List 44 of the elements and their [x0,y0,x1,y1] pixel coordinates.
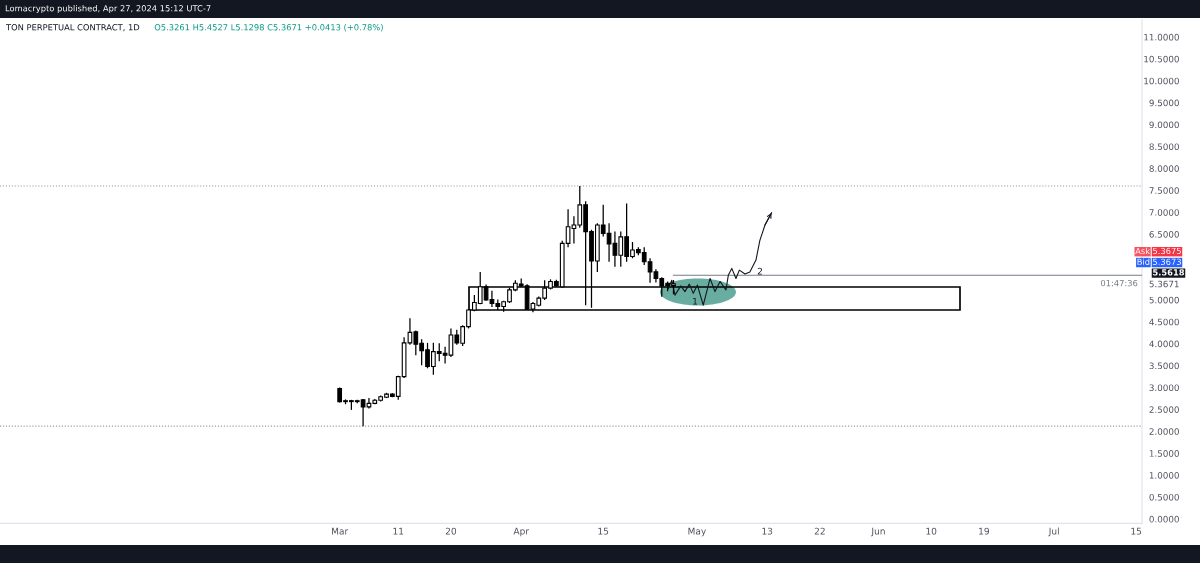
x-tick-label: 11 [393,527,404,535]
annotation: 01:47:36 [1100,279,1138,287]
y-tick-label: 6.5000 [1149,231,1179,238]
x-tick-label: Apr [513,527,530,537]
x-tick-label: 13 [762,527,773,535]
y-tick-label: 0.0000 [1149,515,1179,523]
y-tick-label: 9.5000 [1149,99,1179,107]
x-tick-label: 20 [445,527,457,535]
y-tick-label: 7.5000 [1149,187,1179,194]
x-tick-label: 10 [926,527,937,535]
x-tick-label: Jun [870,527,885,537]
y-tick-label: 4.0000 [1149,340,1179,348]
text: Lomacrypto published, Apr 27, 2024 15:12 UTC-7 [5,4,211,14]
x-tick-label: 15 [1131,527,1142,535]
y-tick-label: 8.0000 [1149,165,1179,172]
chart-title: TON PERPETUAL CONTRACT, 1D [5,24,140,32]
y-tick-label: 10.0000 [1144,77,1179,85]
y-tick-label: 2.5000 [1149,406,1179,413]
y-tick-label: 3.5000 [1149,362,1179,370]
y-tick-label: 4.5000 [1149,318,1179,326]
y-tick-label: 7.0000 [1149,209,1179,216]
annotation: Bid [1137,258,1150,265]
x-tick-label: May [688,527,706,537]
text: 5.3675 [1153,247,1181,255]
ref-line-label: 5.5618 [1153,269,1185,276]
y-tick-label: 11.0000 [1144,33,1179,41]
x-tick-label: 15 [598,527,609,535]
text: 5.3673 [1153,258,1181,265]
y-tick-label: 9.0000 [1149,121,1179,129]
y-tick-label: 1.5000 [1149,450,1179,457]
x-tick-label: Mar [332,527,349,535]
y-tick-label: 3.0000 [1149,384,1179,392]
annotation: Ask [1135,247,1151,255]
y-tick-label: 10.5000 [1144,55,1179,63]
y-tick-label: 2.0000 [1149,428,1179,435]
y-tick-label: 8.5000 [1149,143,1179,151]
x-tick-label: 22 [814,527,825,535]
y-tick-label: 0.5000 [1149,493,1179,501]
y-tick-label: 5.3671 [1149,280,1179,288]
annotation: O5.3261 H5.4527 L5.1298 C5.3671 +0.0413 (+0.78%) [154,23,383,32]
y-tick-label: 5.0000 [1149,296,1179,304]
y-tick-label: 1.0000 [1149,472,1179,479]
x-tick-label: 19 [979,527,989,535]
x-tick-label: Jul [1048,527,1059,537]
